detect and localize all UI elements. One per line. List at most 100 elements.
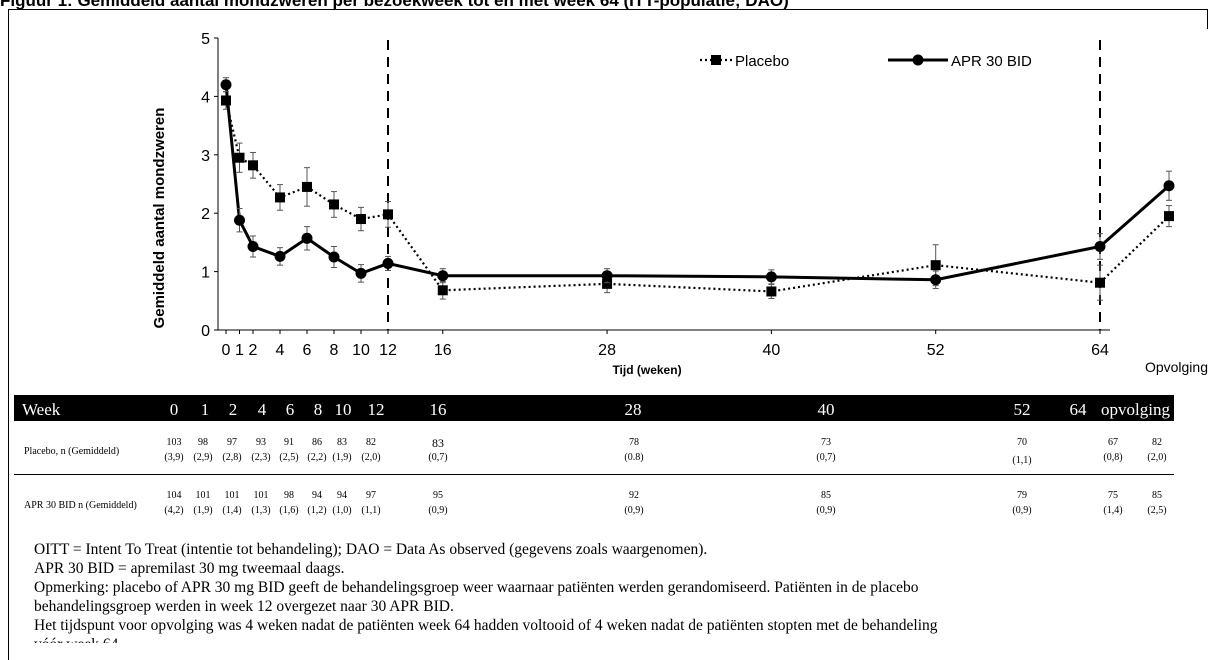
data-point — [1094, 240, 1106, 252]
table-cell-mean: (1,2) — [307, 505, 327, 516]
data-point — [601, 270, 613, 282]
table-cell-mean: (1,0) — [332, 505, 352, 516]
data-point — [602, 278, 613, 289]
x-tick-label: 6 — [303, 342, 312, 359]
table-cell-mean: (1,6) — [279, 505, 299, 516]
data-point — [328, 251, 340, 263]
data-point — [248, 160, 258, 171]
data-point — [383, 209, 393, 220]
series-line — [224, 84, 1170, 282]
data-point — [1164, 211, 1174, 222]
table-header-cell: 0 — [169, 400, 179, 419]
table-cell-mean: (4,2) — [164, 505, 184, 516]
legend-label-apr: APR 30 BID — [951, 53, 1032, 70]
y-axis-label: Gemiddeld aantal mondzweren — [151, 108, 168, 329]
table-header-cell: 8 — [313, 400, 323, 419]
table-cell-n: 85 — [821, 490, 831, 501]
data-point — [301, 232, 313, 244]
footnote-apr: APR 30 BID = apremilast 30 mg tweemaal d… — [34, 560, 345, 577]
table-cell-n: 73 — [821, 437, 831, 448]
table-cell-n: 93 — [256, 437, 266, 448]
table-header-cell: opvolging — [1101, 400, 1170, 419]
table-cell-n: 83 — [432, 436, 444, 450]
table-header-cell: 6 — [285, 400, 295, 419]
table-cell-mean: (0,7) — [816, 452, 836, 463]
data-point — [437, 285, 448, 296]
table-cell-n: 70 — [1017, 437, 1027, 448]
table-header-cell: 10 — [334, 400, 352, 419]
table-header-cell: 52 — [1013, 400, 1031, 419]
frame-left-border — [8, 9, 9, 660]
figure-caption: Figuur 1: Gemiddeld aantal mondzweren pe… — [0, 0, 789, 10]
table-cell-mean: (0,9) — [428, 505, 448, 516]
data-point — [221, 95, 231, 106]
table-cell-mean: (1,9) — [193, 505, 213, 516]
table-cell-n: 101 — [195, 490, 211, 501]
data-point — [1095, 277, 1105, 288]
table-cell-n: 86 — [312, 437, 322, 448]
table-header — [14, 395, 1174, 421]
legend-label-placebo: Placebo — [735, 53, 789, 70]
table-cell-mean: (1,3) — [251, 505, 271, 516]
table-cell-n: 97 — [227, 437, 237, 448]
table-header-cell: Week — [22, 400, 61, 419]
x-tick-label: 2 — [249, 342, 258, 359]
table-cell-n: 91 — [284, 437, 294, 448]
data-point — [765, 271, 777, 283]
table-cell-mean: (1,1) — [361, 505, 381, 516]
table-cell-n: 101 — [224, 490, 240, 501]
table-cell-n: 85 — [1152, 490, 1162, 501]
table-cell-mean: (0,9) — [1012, 505, 1032, 516]
table-cell-mean: (1,1) — [1012, 455, 1032, 466]
x-tick-label: 64 — [1091, 342, 1109, 359]
table-cell-n: 101 — [253, 490, 269, 501]
legend-marker-placebo — [711, 55, 721, 65]
y-tick-label: 2 — [201, 206, 210, 223]
table-cell-n: 104 — [166, 490, 182, 501]
table-cell-mean: (1,4) — [222, 505, 242, 516]
table-cell-n: 95 — [433, 490, 443, 501]
table-cell-mean: (2,5) — [1147, 505, 1167, 516]
data-point — [1163, 180, 1175, 192]
x-tick-label: Opvolging — [1145, 359, 1208, 375]
table-header-cell: 2 — [228, 400, 238, 419]
series-apr-30-bid — [220, 77, 1175, 290]
table-cell-mean: (0,9) — [816, 505, 836, 516]
footnote-remark-cont: behandelingsgroep werden in week 12 over… — [34, 598, 454, 615]
footnotes: OITT = Intent To Treat (intentie tot beh… — [34, 540, 1204, 643]
data-point — [766, 286, 777, 297]
table-cell-mean: (1,4) — [1103, 505, 1123, 516]
table-header-cell: 64 — [1069, 400, 1087, 419]
table-cell-n: 98 — [284, 490, 294, 501]
table-cell-mean: (2,8) — [222, 452, 242, 463]
table-cell-mean: (2,5) — [279, 452, 299, 463]
data-point — [382, 257, 394, 269]
row-divider — [14, 474, 1174, 475]
table-cell-mean: (2,0) — [361, 452, 381, 463]
table-header-cell: 40 — [817, 400, 835, 419]
data-point — [356, 214, 366, 225]
x-tick-label: 4 — [276, 342, 285, 359]
table-cell-mean: (0,7) — [428, 452, 448, 463]
y-tick-label: 0 — [201, 323, 210, 340]
table-cell-n: 94 — [337, 490, 347, 501]
table-cell-n: 92 — [629, 490, 639, 501]
data-point — [220, 79, 232, 91]
table-cell-n: 78 — [629, 437, 639, 448]
table-cell-mean: (2,9) — [193, 452, 213, 463]
table-cell-mean: (3,9) — [164, 452, 184, 463]
data-point — [329, 199, 339, 210]
table-cell-n: 97 — [366, 490, 376, 501]
table-header-cell: 4 — [257, 400, 267, 419]
data-point — [275, 192, 285, 203]
data-point — [274, 250, 286, 262]
x-tick-label: 16 — [434, 342, 452, 359]
table-cell-n: 94 — [312, 490, 322, 501]
series-placebo — [221, 91, 1174, 301]
table-cell-n: 82 — [1152, 437, 1162, 448]
table-cell-n: 103 — [166, 437, 182, 448]
table-cell-mean: (0.8) — [624, 452, 644, 463]
table-cell-mean: (2,2) — [307, 452, 327, 463]
table-cell-mean: (0,8) — [1103, 452, 1123, 463]
x-tick-label: 1 — [235, 342, 244, 359]
